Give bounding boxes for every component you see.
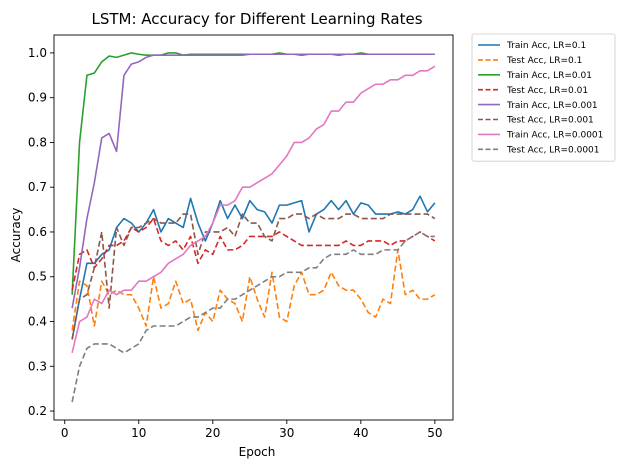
- legend-box: [471, 33, 616, 162]
- series-lines: [71, 52, 436, 403]
- x-tick-label-5: 50: [427, 426, 442, 440]
- series-line-4: [71, 53, 435, 309]
- legend-label-4: Train Acc, LR=0.001: [506, 101, 598, 111]
- y-axis-label: Accuracy: [9, 208, 23, 263]
- legend-label-6: Train Acc, LR=0.0001: [506, 131, 603, 141]
- axes-frame: [53, 34, 454, 421]
- y-tick-label-8: 1.0: [28, 46, 47, 60]
- legend-label-5: Test Acc, LR=0.001: [506, 116, 594, 126]
- y-tick-label-2: 0.4: [28, 315, 47, 329]
- series-line-5: [71, 213, 436, 340]
- y-tick-label-6: 0.8: [28, 135, 47, 149]
- y-tick-label-1: 0.3: [28, 359, 47, 373]
- x-tick-label-0: 0: [61, 426, 69, 440]
- series-line-0: [71, 195, 436, 340]
- legend-label-0: Train Acc, LR=0.1: [506, 41, 586, 51]
- legend-label-3: Test Acc, LR=0.01: [506, 86, 588, 96]
- plot-area: 0 10 20 30 40 50 0.2 0.3 0.4 0.5 0.6 0.7 0.8 0.9 1.0: [28, 34, 454, 440]
- x-tick-label-2: 20: [205, 426, 220, 440]
- x-tick-label-1: 10: [131, 426, 146, 440]
- x-tick-label-3: 30: [279, 426, 294, 440]
- y-tick-label-7: 0.9: [28, 91, 47, 105]
- x-tick-label-4: 40: [353, 426, 368, 440]
- chart-title: LSTM: Accuracy for Different Learning Ra…: [91, 10, 422, 28]
- legend-label-1: Test Acc, LR=0.1: [506, 56, 582, 66]
- y-tick-label-0: 0.2: [28, 404, 47, 418]
- legend: Train Acc, LR=0.1 Test Acc, LR=0.1 Train A…: [471, 33, 616, 162]
- series-line-6: [71, 65, 436, 354]
- y-tick-label-3: 0.5: [28, 270, 47, 284]
- series-line-1: [71, 249, 436, 332]
- legend-label-7: Test Acc, LR=0.0001: [506, 146, 600, 156]
- series-line-3: [71, 217, 436, 291]
- legend-label-2: Train Acc, LR=0.01: [506, 71, 592, 81]
- y-tick-label-5: 0.7: [28, 180, 47, 194]
- x-axis-label: Epoch: [239, 445, 276, 459]
- y-tick-label-4: 0.6: [28, 225, 47, 239]
